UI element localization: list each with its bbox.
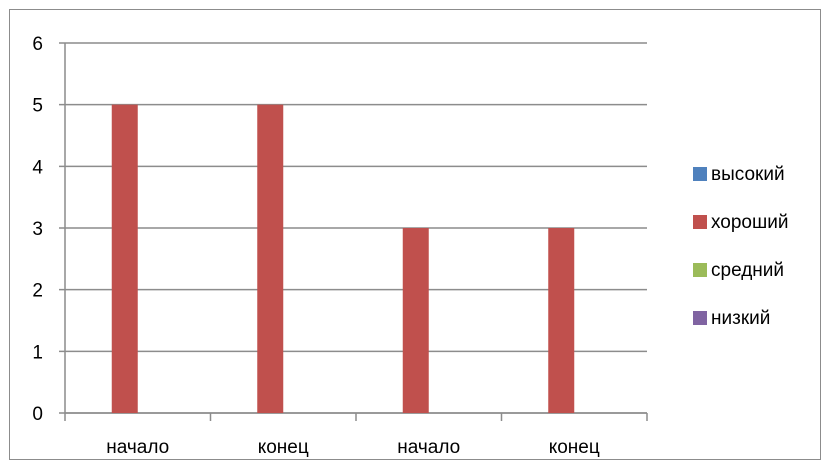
y-tick-label: 0 [32, 404, 43, 425]
y-tick-label: 3 [32, 219, 43, 240]
legend: высокий хороший средний низкий [693, 164, 788, 329]
y-axis-ticks: 0 1 2 3 4 5 6 [32, 34, 43, 425]
legend-label: хороший [711, 212, 788, 233]
bar-хороший [111, 104, 138, 414]
bar-хороший [402, 228, 429, 413]
x-category-label: начало [106, 437, 169, 458]
y-tick-label: 2 [32, 281, 43, 302]
y-tick-label: 6 [32, 34, 43, 55]
bar-хороший [548, 228, 575, 413]
bars [111, 104, 575, 414]
legend-swatch [693, 167, 707, 181]
y-tick-label: 4 [32, 157, 43, 178]
legend-swatch [693, 311, 707, 325]
y-tick-label: 1 [32, 342, 43, 363]
legend-label: низкий [711, 308, 770, 329]
legend-label: высокий [711, 164, 785, 185]
y-tick-label: 5 [32, 96, 43, 117]
legend-swatch [693, 263, 707, 277]
x-category-label: конец [258, 437, 309, 458]
bar-хороший [257, 104, 284, 414]
x-category-label: начало [397, 437, 460, 458]
legend-label: средний [711, 260, 784, 281]
legend-swatch [693, 215, 707, 229]
category-labels: начало конец начало конец [106, 437, 600, 458]
x-category-label: конец [549, 437, 600, 458]
